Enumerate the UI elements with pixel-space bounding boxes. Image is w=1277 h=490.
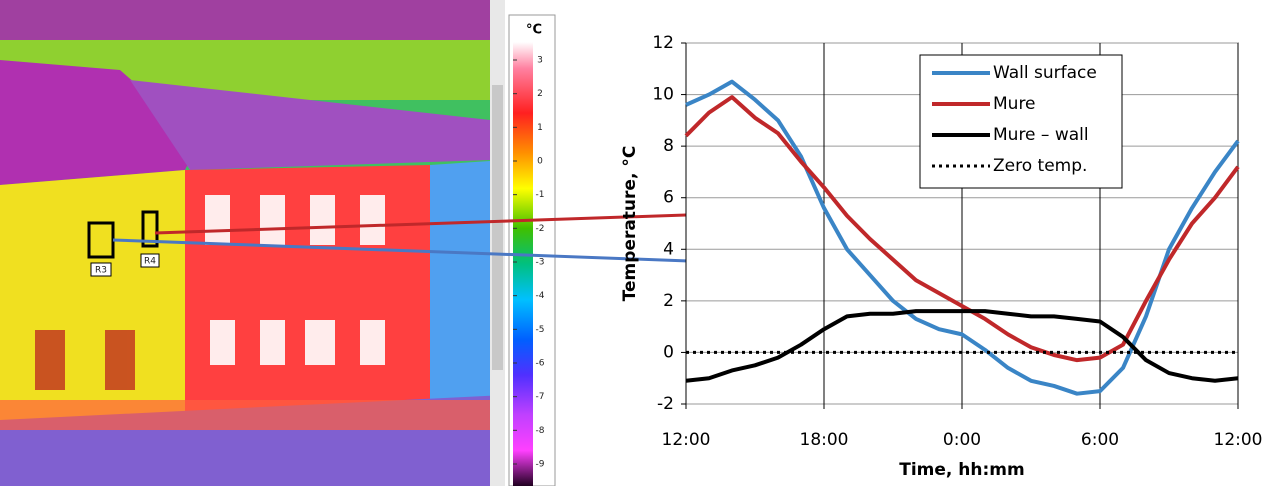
y-tick-label: 10 (652, 85, 674, 105)
scale-tick-label: -5 (536, 325, 545, 335)
scale-tick-label: -7 (536, 392, 545, 402)
scale-tick-label: 1 (537, 123, 543, 133)
x-axis-title: Time, hh:mm (899, 460, 1024, 480)
thermal-image: R3 R4 (0, 0, 505, 486)
region-label: R4 (144, 257, 156, 267)
y-tick-label: 12 (652, 33, 674, 53)
legend-label: Mure (993, 94, 1036, 114)
x-tick-label: 0:00 (943, 430, 981, 450)
y-axis-title: Temperature, °C (620, 146, 640, 302)
x-tick-label: 12:00 (662, 430, 711, 450)
scale-tick-label: 3 (537, 56, 543, 66)
scale-tick-label: -9 (536, 460, 545, 470)
scale-tick-label: -1 (536, 190, 545, 200)
x-tick-label: 6:00 (1081, 430, 1119, 450)
y-tick-label: -2 (657, 394, 674, 414)
legend-label: Zero temp. (993, 156, 1087, 176)
legend-label: Mure – wall (993, 125, 1089, 145)
scale-tick-label: -2 (536, 224, 545, 234)
scale-tick-label: 2 (537, 89, 543, 99)
color-scale: °C (509, 15, 555, 486)
scale-unit: °C (526, 23, 542, 38)
figure: R3 R4 °C 3210-1-2-3-4-5-6-7-8-9-20246810… (0, 0, 1277, 486)
x-tick-label: 12:00 (1214, 430, 1263, 450)
legend-label: Wall surface (993, 63, 1097, 83)
y-tick-label: 8 (663, 136, 674, 156)
y-tick-label: 0 (663, 342, 674, 362)
scale-tick-label: -4 (536, 291, 545, 301)
y-tick-label: 2 (663, 291, 674, 311)
scale-tick-label: -6 (536, 359, 545, 369)
scale-tick-label: -8 (536, 426, 545, 436)
scale-tick-label: -3 (536, 258, 545, 268)
scale-tick-label: 0 (537, 157, 543, 167)
y-tick-label: 4 (663, 239, 674, 259)
y-tick-label: 6 (663, 188, 674, 208)
x-tick-label: 18:00 (800, 430, 849, 450)
region-label: R3 (95, 266, 107, 276)
